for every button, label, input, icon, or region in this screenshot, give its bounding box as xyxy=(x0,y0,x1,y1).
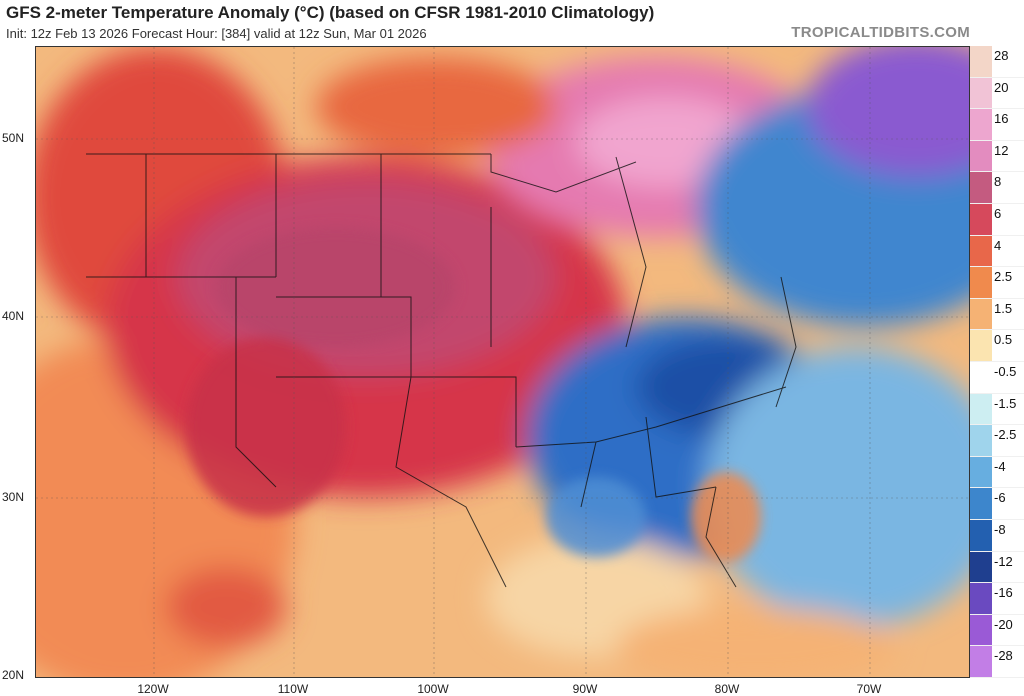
legend-swatch xyxy=(970,140,992,172)
legend-entry: 8 xyxy=(970,172,1024,204)
lon-label-110w: 110W xyxy=(277,682,309,696)
legend-swatch xyxy=(970,109,992,140)
legend-swatch xyxy=(970,614,992,646)
legend-entry: 0.5 xyxy=(970,330,1024,362)
legend-label: 12 xyxy=(994,142,1009,158)
lon-label-70w: 70W xyxy=(856,682,882,696)
legend-label: 28 xyxy=(994,48,1009,63)
legend-entry: -28 xyxy=(970,646,1024,678)
lat-label-30n: 30N xyxy=(2,490,25,504)
legend-entry: -20 xyxy=(970,614,1024,647)
legend-label: 20 xyxy=(994,79,1009,95)
lon-label-120w: 120W xyxy=(137,682,169,696)
legend-label: 1.5 xyxy=(994,300,1013,316)
legend-label: -28 xyxy=(994,648,1013,664)
legend-swatch xyxy=(970,520,992,551)
legend-swatch xyxy=(970,330,992,361)
legend-label: 8 xyxy=(994,174,1002,190)
legend-entry: -16 xyxy=(970,583,1024,615)
legend-label: 4 xyxy=(994,237,1002,253)
legend-label: -12 xyxy=(994,553,1013,569)
boundary-lines xyxy=(86,153,797,588)
legend-label: -0.5 xyxy=(994,364,1017,379)
legend-label: 16 xyxy=(994,111,1009,127)
legend-label: 0.5 xyxy=(994,332,1013,348)
legend-entry: -1.5 xyxy=(970,393,1024,426)
legend-swatch xyxy=(970,204,992,235)
legend-label: 2.5 xyxy=(994,269,1013,285)
legend-entry: 6 xyxy=(970,204,1024,236)
lon-label-100w: 100W xyxy=(417,682,449,696)
legend-entry: 16 xyxy=(970,109,1024,141)
legend-swatch xyxy=(970,488,992,519)
legend-label: -16 xyxy=(994,585,1013,601)
legend-swatch xyxy=(970,77,992,109)
legend-swatch xyxy=(970,425,992,456)
legend-entry: 20 xyxy=(970,77,1024,110)
anomaly-map-svg xyxy=(36,47,969,677)
lat-label-20n: 20N xyxy=(2,668,25,682)
legend-entry: 12 xyxy=(970,140,1024,173)
legend-swatch xyxy=(970,646,992,677)
map-title: GFS 2-meter Temperature Anomaly (°C) (ba… xyxy=(6,3,655,22)
color-legend: 28 20 16 12 8 6 4 2.5 1.5 0.5 -0.5 -1.5 -2.5 -4 -6 -8 -1… xyxy=(970,46,1024,678)
legend-entry: 4 xyxy=(970,235,1024,268)
legend-label: 6 xyxy=(994,206,1002,221)
brand-label: TROPICALTIDBITS.COM xyxy=(791,24,970,41)
legend-swatch xyxy=(970,46,992,77)
lat-label-50n: 50N xyxy=(2,131,25,145)
legend-swatch xyxy=(970,456,992,488)
lat-label-40n: 40N xyxy=(2,309,25,323)
legend-label: -6 xyxy=(994,490,1006,506)
legend-entry: 2.5 xyxy=(970,267,1024,299)
graticule xyxy=(36,47,969,677)
legend-label: -2.5 xyxy=(994,427,1017,443)
legend-swatch xyxy=(970,235,992,267)
legend-label: -20 xyxy=(994,616,1013,632)
legend-swatch xyxy=(970,172,992,203)
legend-entry: 1.5 xyxy=(970,298,1024,331)
legend-entry: -6 xyxy=(970,488,1024,520)
legend-label: -1.5 xyxy=(994,395,1017,411)
anomaly-map xyxy=(35,46,970,678)
legend-label: -4 xyxy=(994,458,1006,474)
legend-entry: -12 xyxy=(970,551,1024,584)
lon-label-80w: 80W xyxy=(714,682,740,696)
legend-swatch xyxy=(970,298,992,330)
legend-swatch xyxy=(970,583,992,614)
legend-entry: -2.5 xyxy=(970,425,1024,457)
legend-swatch xyxy=(970,551,992,583)
legend-swatch xyxy=(970,362,992,393)
legend-swatch xyxy=(970,267,992,298)
legend-label: -8 xyxy=(994,522,1006,537)
legend-entry: 28 xyxy=(970,46,1024,78)
legend-entry: -0.5 xyxy=(970,362,1024,394)
legend-entry: -4 xyxy=(970,456,1024,489)
map-subtitle: Init: 12z Feb 13 2026 Forecast Hour: [38… xyxy=(6,26,427,41)
lon-label-90w: 90W xyxy=(572,682,598,696)
legend-entry: -8 xyxy=(970,520,1024,552)
legend-swatch xyxy=(970,393,992,425)
